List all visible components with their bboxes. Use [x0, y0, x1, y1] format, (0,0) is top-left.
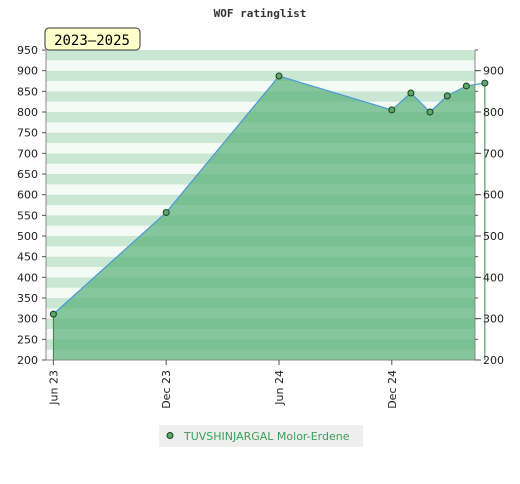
- y-tick-label-left: 650: [17, 168, 38, 181]
- area-layer: [53, 76, 475, 360]
- axes-layer: 200 250 300 350 400 450 500 550 600 650 700 750 800 8…: [17, 44, 504, 409]
- point-layer: [49, 72, 489, 318]
- grid-band: [46, 50, 475, 61]
- y-tick-label-left: 500: [17, 230, 38, 243]
- legend: TUVSHINJARGAL Molor-Erdene: [159, 425, 363, 447]
- grid-band: [46, 60, 475, 71]
- y-tick-label-left: 600: [17, 189, 38, 202]
- x-tick-label: Jun 23: [47, 370, 60, 406]
- grid-band: [46, 81, 475, 92]
- grid-band: [46, 91, 475, 102]
- y-tick-label-left: 700: [17, 147, 38, 160]
- y-tick-label-left: 450: [17, 251, 38, 264]
- x-tick-label: Jun 24: [273, 370, 286, 406]
- legend-box: [159, 425, 363, 447]
- y-tick-label-right: 400: [483, 271, 504, 284]
- y-tick-label-right: 600: [483, 189, 504, 202]
- data-point: [388, 106, 396, 114]
- y-tick-label-left: 750: [17, 127, 38, 140]
- y-tick-label-left: 900: [17, 65, 38, 78]
- data-point: [443, 92, 451, 100]
- legend-series-label: TUVSHINJARGAL Molor-Erdene: [183, 430, 350, 443]
- data-point: [49, 310, 57, 318]
- x-tick-label: Dec 23: [160, 370, 173, 409]
- data-point: [481, 79, 489, 87]
- y-tick-label-left: 250: [17, 333, 38, 346]
- data-point: [426, 108, 434, 116]
- data-point: [407, 89, 415, 97]
- legend-marker: [166, 432, 174, 439]
- y-tick-label-left: 200: [17, 354, 38, 367]
- y-tick-label-left: 400: [17, 271, 38, 284]
- data-point: [462, 82, 470, 90]
- data-point: [162, 208, 170, 216]
- y-tick-label-right: 500: [483, 230, 504, 243]
- y-tick-label-right: 800: [483, 106, 504, 119]
- y-tick-label-left: 800: [17, 106, 38, 119]
- period-badge-box: [44, 27, 141, 51]
- y-tick-label-left: 350: [17, 292, 38, 305]
- y-tick-label-left: 550: [17, 209, 38, 222]
- period-badge: 2023–2025: [44, 27, 141, 51]
- y-tick-label-right: 700: [483, 147, 504, 160]
- x-tick-label: Dec 24: [386, 370, 399, 409]
- y-tick-label-right: 300: [483, 313, 504, 326]
- y-tick-label-left: 300: [17, 313, 38, 326]
- grid-band: [46, 70, 475, 81]
- y-tick-label-left: 950: [17, 44, 38, 57]
- y-tick-label-left: 850: [17, 85, 38, 98]
- chart-title: WOF ratinglist: [214, 7, 307, 20]
- y-tick-label-right: 900: [483, 65, 504, 78]
- series-area: [53, 76, 475, 360]
- y-tick-label-right: 200: [483, 354, 504, 367]
- period-badge-label: 2023–2025: [54, 33, 130, 49]
- data-point: [275, 72, 283, 80]
